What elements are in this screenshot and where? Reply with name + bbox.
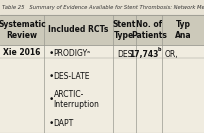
Text: DES: DES (117, 50, 132, 59)
Text: Typ
Ana: Typ Ana (175, 20, 191, 40)
Text: Systematic
Review: Systematic Review (0, 20, 46, 40)
Text: Xie 2016: Xie 2016 (3, 48, 41, 57)
Text: DES-LATE: DES-LATE (54, 72, 90, 81)
Text: Included RCTs: Included RCTs (48, 25, 109, 34)
Text: PRODIGYᵃ: PRODIGYᵃ (54, 49, 91, 58)
Text: No. of
Patients: No. of Patients (131, 20, 167, 40)
Text: Stent
Type: Stent Type (113, 20, 136, 40)
Text: DAPT: DAPT (54, 119, 74, 128)
Text: 17,743: 17,743 (129, 50, 159, 59)
Text: OR,: OR, (165, 50, 178, 59)
Text: •: • (49, 95, 54, 104)
Bar (0, 15, 204, 45)
Text: ARCTIC-
Interruption: ARCTIC- Interruption (54, 90, 100, 109)
Text: •: • (49, 49, 54, 58)
Text: Table 25   Summary of Evidence Available for Stent Thrombosis: Network Meta-Anal: Table 25 Summary of Evidence Available f… (2, 5, 204, 10)
Bar (0, 0, 204, 15)
Text: •: • (49, 119, 54, 128)
Bar (0, 15, 204, 133)
Bar (0, 45, 204, 133)
Text: b: b (158, 47, 161, 52)
Text: •: • (49, 72, 54, 81)
